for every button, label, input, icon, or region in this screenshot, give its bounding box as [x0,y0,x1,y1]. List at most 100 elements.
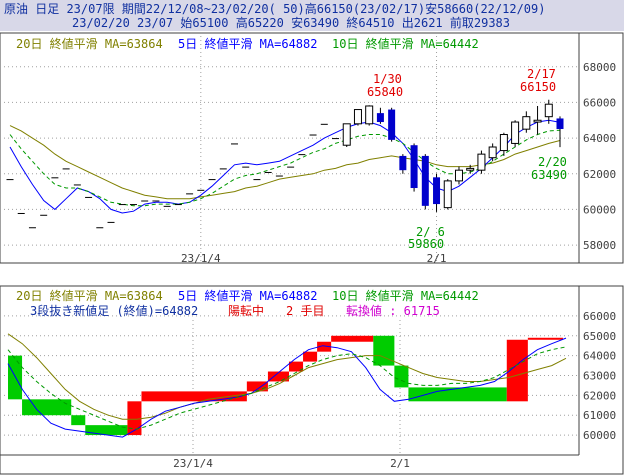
panel2-legend-ma20: 20日 終値平滑 MA=63864 [16,288,163,303]
candle-body [62,168,70,170]
candle-body [511,121,520,144]
bearish-block [22,399,72,416]
candle [219,168,227,170]
panel1-y-tick-label: 68000 [583,61,616,74]
header-line-2: 23/02/20 23/07 始65100 高65220 安63490 終645… [72,15,510,30]
bullish-block [317,341,332,352]
candle [477,150,486,174]
panel2-reversal: 転換値 : 61715 [346,303,440,318]
candle [40,214,48,216]
panel1-grid [4,36,578,262]
bearish-block [373,335,395,366]
panel2-y-tick-label: 62000 [583,389,616,402]
candle [208,179,216,181]
candle-body [129,204,137,206]
candle-body [163,205,171,207]
panel2-legend-ma5: 5日 終値平滑 MA=64882 [178,288,317,303]
candle [309,134,317,136]
candle [332,138,340,140]
panel1-x-tick-label: 2/1 [427,252,447,265]
bearish-block [394,365,409,388]
candle-body [365,105,374,125]
header-background [0,0,624,31]
candle [454,166,463,185]
candle-body [208,179,216,181]
candle-body [118,204,126,206]
bullish-block [331,335,374,342]
annotation-1-30-date: 1/30 [373,72,402,86]
candle-body [85,196,93,198]
candle [353,109,362,126]
candle [73,184,81,186]
candle [62,168,70,170]
panel1-frame [0,32,624,264]
candle-body [376,113,384,123]
candle-body [410,145,418,189]
candle-body [342,123,351,146]
candle [399,154,407,174]
candle [522,111,531,133]
candle-body [353,109,362,125]
candle-body [320,123,328,125]
panel2-step: 2 手目 [286,304,324,318]
panel1-ma20-line [9,125,561,200]
candle-body [197,189,205,191]
candle [298,154,306,156]
candle [197,189,205,191]
candle-body [152,200,160,202]
candle-body [388,109,396,140]
candle [433,173,441,212]
candle-body [242,166,250,168]
panel2-y-tick-label: 64000 [583,350,616,363]
candle-body [443,180,452,209]
annotation-2-6-date: 2/ 6 [416,225,445,239]
panel2-ma-lines [7,333,567,438]
panel2-legend-ma10: 10日 終値平滑 MA=64442 [332,288,479,303]
panel1-x-ticks: 23/1/4 2/1 [181,252,447,265]
bullish-block [127,401,142,436]
annotation-2-17-value: 66150 [520,80,556,94]
candle [141,200,149,202]
candle [342,123,351,147]
candle-body [421,155,429,206]
annotation-2-17-date: 2/17 [527,67,556,81]
candle [96,227,104,229]
panel2-ma5-line [7,337,567,438]
candle-body [107,221,115,223]
candle-body [186,193,194,195]
panel2-ma10-line [7,346,567,430]
candle [499,132,508,156]
candle [264,171,272,173]
candle [107,221,115,223]
candle-body [219,168,227,170]
panel2-x-tick-label: 23/1/4 [173,457,213,470]
panel1-candles [6,99,564,229]
candle-body [264,171,272,173]
bullish-block [303,351,318,362]
bullish-block [506,339,528,402]
panel2-y-tick-label: 66000 [583,310,616,323]
candle [163,205,171,207]
candle-body [466,167,475,171]
candle-body [40,214,48,216]
candle-body [17,212,25,214]
candle [544,99,553,124]
candle [174,204,182,206]
candle [6,179,14,181]
candle-body [174,204,182,206]
candle [275,175,283,177]
panel2-y-tick-label: 65000 [583,330,616,343]
candle [253,179,261,181]
panel1-ma-lines [9,119,561,214]
panel2-x-tick-label: 2/1 [390,457,410,470]
candle [85,196,93,198]
panel2-y-ticks: 66000 65000 64000 63000 62000 61000 60000 [583,310,616,442]
panel1-y-tick-label: 64000 [583,132,616,145]
bullish-block [289,361,304,372]
candle [410,143,418,192]
candle [51,177,59,179]
candle [118,204,126,206]
panel1-ma10-line [9,129,561,207]
candle [421,154,429,210]
candle [152,200,160,202]
